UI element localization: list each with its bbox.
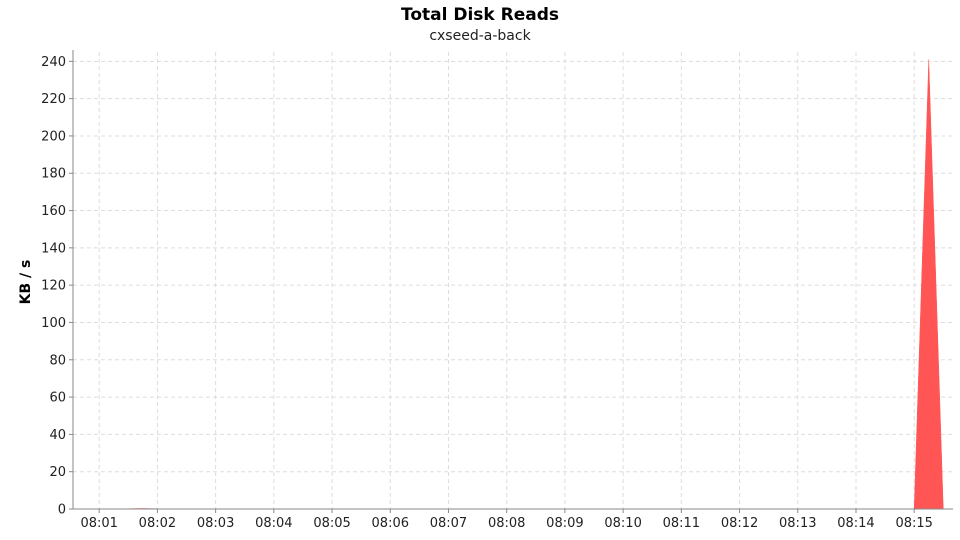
tick-labels: 0 20 40 60 80 100 120 140 160 180 200 220 240 08:01 08… [41,55,933,531]
y-tick-label: 200 [41,129,66,144]
series-layer [84,59,944,510]
y-tick-label: 220 [41,92,66,107]
y-tick-label: 20 [49,465,66,480]
x-tick-label: 08:02 [139,516,176,531]
x-tick-label: 08:12 [721,516,758,531]
x-tick-label: 08:07 [430,516,467,531]
grid-lines [73,52,953,509]
y-tick-label: 60 [49,391,66,406]
y-tick-label: 160 [41,204,66,219]
x-tick-label: 08:11 [663,516,700,531]
x-tick-label: 08:04 [255,516,292,531]
y-tick-label: 40 [49,428,66,443]
y-tick-label: 140 [41,241,66,256]
chart-subtitle: cxseed-a-back [429,28,531,44]
axes [69,50,953,513]
x-tick-label: 08:01 [80,516,117,531]
y-tick-label: 180 [41,167,66,182]
x-tick-label: 08:09 [546,516,583,531]
chart-title: Total Disk Reads [400,5,560,25]
x-tick-label: 08:15 [895,516,932,531]
y-tick-label: 120 [41,279,66,294]
y-tick-label: 100 [41,316,66,331]
y-tick-label: 80 [49,353,66,368]
x-tick-label: 08:08 [488,516,525,531]
x-tick-label: 08:06 [372,516,409,531]
x-tick-label: 08:05 [313,516,350,531]
x-tick-label: 08:14 [837,516,874,531]
x-tick-label: 08:10 [604,516,641,531]
y-tick-label: 0 [58,503,66,518]
x-tick-label: 08:13 [779,516,816,531]
series-area [84,59,944,510]
y-tick-label: 240 [41,55,66,70]
x-tick-label: 08:03 [197,516,234,531]
